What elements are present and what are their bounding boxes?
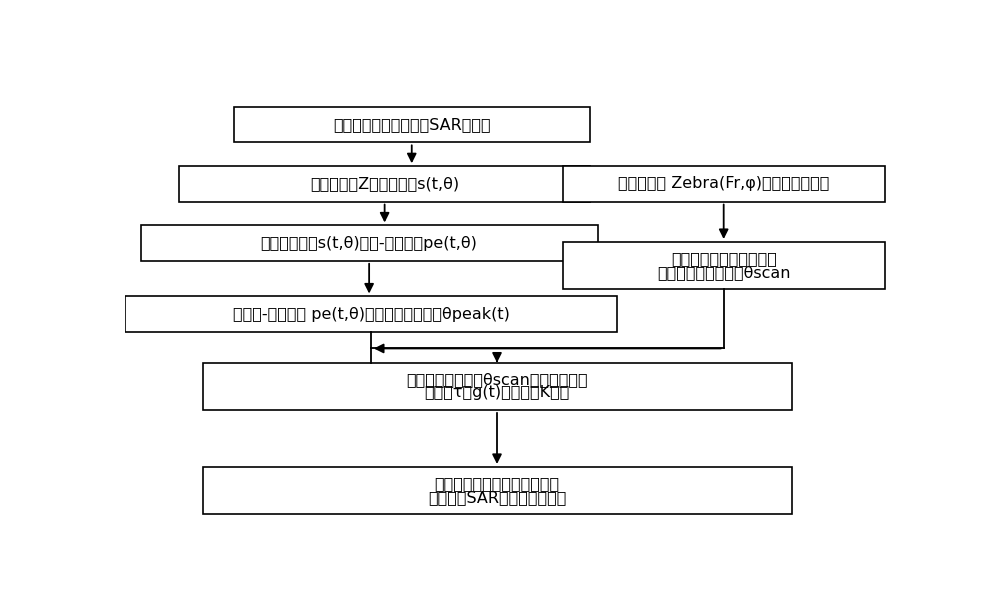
FancyBboxPatch shape (202, 467, 792, 514)
Text: 设置合成孔径成像雷达SAR的参数: 设置合成孔径成像雷达SAR的参数 (333, 117, 491, 132)
Text: 高分宽幅SAR的波形设计结果: 高分宽幅SAR的波形设计结果 (428, 490, 566, 505)
FancyBboxPatch shape (140, 225, 598, 261)
Text: 根据波束扫描范围θscan计算方位维时: 根据波束扫描范围θscan计算方位维时 (406, 372, 588, 387)
Text: 绘制斑马图 Zebra(Fr,φ)并对其进行划分: 绘制斑马图 Zebra(Fr,φ)并对其进行划分 (618, 177, 829, 191)
Text: 计算天线阵Z的发射波形s(t,θ): 计算天线阵Z的发射波形s(t,θ) (310, 177, 459, 191)
Text: 获取脉内方位频扫的二维扫描: 获取脉内方位频扫的二维扫描 (434, 477, 560, 491)
Text: 计算时-空方向图 pe(t,θ)的瞬时波束指向角θpeak(t): 计算时-空方向图 pe(t,θ)的瞬时波束指向角θpeak(t) (233, 307, 510, 322)
Text: 间延迟τ和g(t)的调频率K的值: 间延迟τ和g(t)的调频率K的值 (424, 386, 570, 400)
Text: 波形的波束扫描范围θscan: 波形的波束扫描范围θscan (657, 264, 790, 280)
FancyBboxPatch shape (563, 242, 885, 289)
FancyBboxPatch shape (125, 296, 617, 332)
FancyBboxPatch shape (234, 107, 590, 143)
FancyBboxPatch shape (563, 166, 885, 202)
Text: 计算发射波形s(t,θ)的时-空方向图pe(t,θ): 计算发射波形s(t,θ)的时-空方向图pe(t,θ) (261, 236, 478, 250)
Text: 计算方位频扫模式下发射: 计算方位频扫模式下发射 (671, 252, 777, 266)
FancyBboxPatch shape (202, 363, 792, 410)
FancyBboxPatch shape (179, 166, 590, 202)
